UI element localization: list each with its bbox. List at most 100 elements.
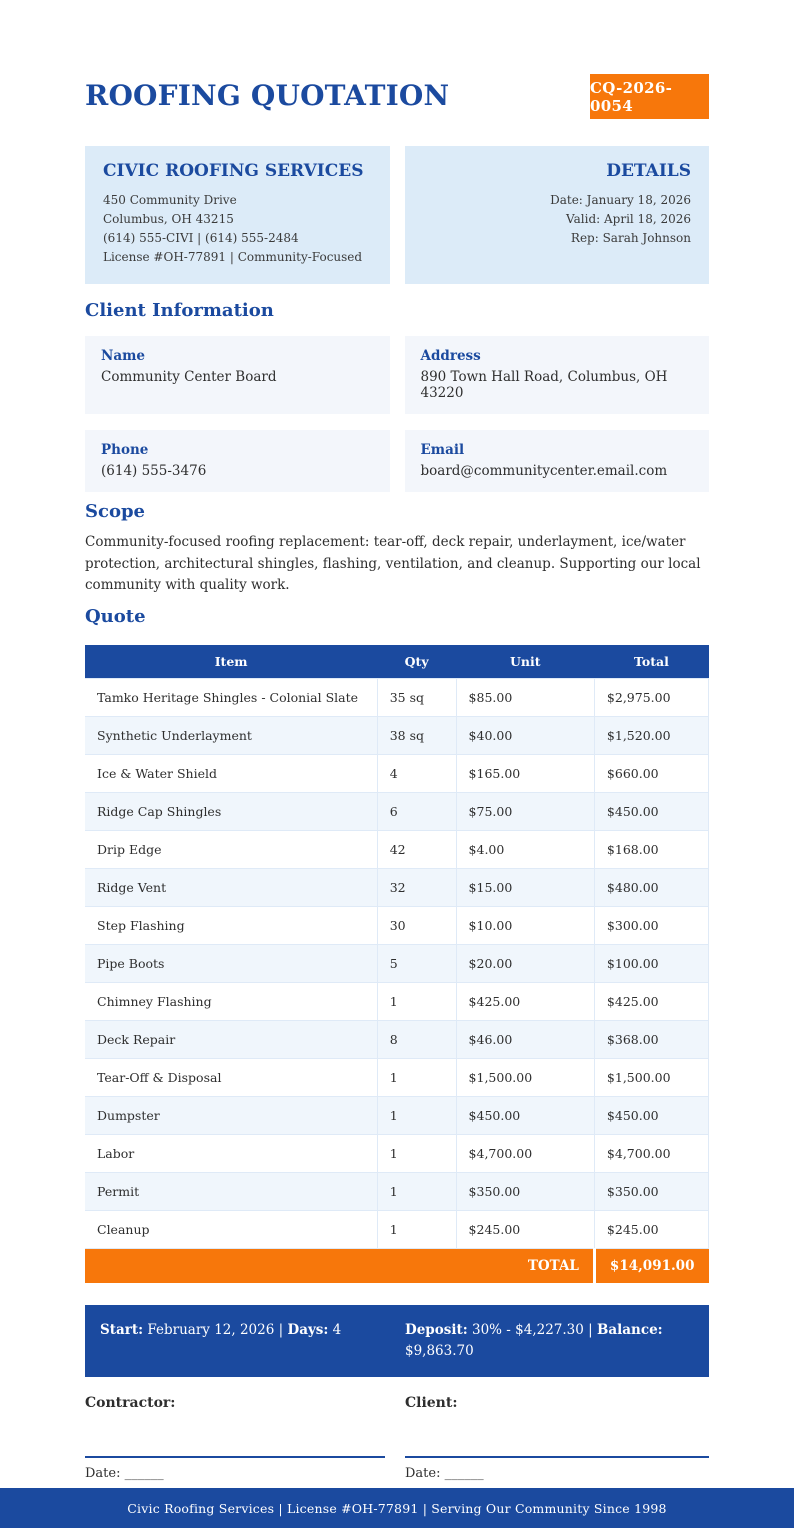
cell-qty: 1	[376, 1057, 457, 1097]
client-name-field: Name Community Center Board	[85, 336, 390, 414]
cell-qty: 1	[376, 1209, 457, 1249]
cell-item: Chimney Flashing	[85, 981, 378, 1021]
table-row: Dumpster 1 $450.00 $450.00	[85, 1095, 710, 1135]
cell-qty: 35 sq	[376, 677, 457, 717]
schedule-payment-bar: Start: February 12, 2026 | Days: 4 Depos…	[85, 1304, 709, 1377]
cell-total: $660.00	[593, 753, 710, 793]
client-address-field: Address 890 Town Hall Road, Columbus, OH…	[404, 336, 709, 414]
deposit-value: 30% - $4,227.30	[472, 1321, 584, 1338]
cell-total: $245.00	[593, 1209, 710, 1249]
cell-total: $368.00	[593, 1019, 710, 1059]
cell-unit: $245.00	[455, 1209, 595, 1249]
cell-total: $425.00	[593, 981, 710, 1021]
field-label: Email	[420, 442, 465, 458]
cell-total: $168.00	[593, 829, 710, 869]
company-license-line: License #OH-77891 | Community-Focused	[103, 250, 363, 264]
quote-table-body: Tamko Heritage Shingles - Colonial Slate…	[85, 677, 710, 1249]
details-valid-line: Valid: April 18, 2026	[566, 212, 691, 226]
cell-item: Ridge Cap Shingles	[85, 791, 378, 831]
roofing-quotation-document: { "colors": { "primary_blue": "#1b4a9f",…	[0, 74, 794, 1532]
scope-text: Community-focused roofing replacement: t…	[85, 534, 701, 593]
details-box: DETAILS Date: January 18, 2026 Valid: Ap…	[404, 146, 709, 284]
start-label: Start:	[100, 1321, 144, 1338]
schedule-deposit-balance: Deposit: 30% - $4,227.30 | Balance: $9,8…	[405, 1320, 693, 1362]
field-value: (614) 555-3476	[101, 463, 207, 479]
quote-table: Item Qty Unit Total Tamko Heritage Shing…	[85, 644, 710, 1283]
cell-qty: 4	[376, 753, 457, 793]
table-row: Step Flashing 30 $10.00 $300.00	[85, 905, 710, 945]
cell-unit: $15.00	[455, 867, 595, 907]
cell-item: Pipe Boots	[85, 943, 378, 983]
cell-qty: 1	[376, 1133, 457, 1173]
cell-unit: $4.00	[455, 829, 595, 869]
client-date-line: Date: ______	[405, 1465, 484, 1481]
quote-heading: Quote	[85, 605, 146, 627]
cell-item: Dumpster	[85, 1095, 378, 1135]
client-signature-line	[405, 1455, 709, 1458]
cell-qty: 1	[376, 981, 457, 1021]
days-label: Days:	[287, 1321, 329, 1338]
cell-unit: $4,700.00	[455, 1133, 595, 1173]
table-row: Permit 1 $350.00 $350.00	[85, 1171, 710, 1211]
table-row: Tamko Heritage Shingles - Colonial Slate…	[85, 677, 710, 717]
cell-item: Synthetic Underlayment	[85, 715, 378, 755]
details-rep-line: Rep: Sarah Johnson	[570, 231, 691, 245]
cell-unit: $10.00	[455, 905, 595, 945]
client-signature-block: Client: Date: ______	[405, 1395, 709, 1481]
quote-number-badge: CQ-2026-0054	[590, 74, 709, 119]
cell-unit: $46.00	[455, 1019, 595, 1059]
contractor-label: Contractor:	[85, 1394, 176, 1411]
cell-total: $4,700.00	[593, 1133, 710, 1173]
days-value: 4	[332, 1321, 342, 1338]
cell-total: $1,500.00	[593, 1057, 710, 1097]
company-details-row: CIVIC ROOFING SERVICES 450 Community Dri…	[85, 146, 709, 284]
contractor-date-line: Date: ______	[85, 1465, 164, 1481]
page-title: ROOFING QUOTATION	[85, 79, 450, 113]
total-value: $14,091.00	[592, 1248, 709, 1283]
cell-total: $450.00	[593, 1095, 710, 1135]
client-email-field: Email board@communitycenter.email.com	[404, 430, 709, 492]
cell-qty: 5	[376, 943, 457, 983]
separator: |	[278, 1321, 284, 1338]
client-info-grid: Name Community Center Board Address 890 …	[85, 336, 709, 492]
balance-label: Balance:	[597, 1321, 663, 1338]
total-label: TOTAL	[85, 1248, 595, 1283]
cell-unit: $450.00	[455, 1095, 595, 1135]
cell-qty: 8	[376, 1019, 457, 1059]
table-row: Cleanup 1 $245.00 $245.00	[85, 1209, 710, 1249]
quote-table-header: Item Qty Unit Total	[85, 644, 709, 678]
cell-unit: $40.00	[455, 715, 595, 755]
field-value: Community Center Board	[101, 369, 277, 385]
table-row: Synthetic Underlayment 38 sq $40.00 $1,520.…	[85, 715, 710, 755]
cell-qty: 42	[376, 829, 457, 869]
cell-item: Step Flashing	[85, 905, 378, 945]
signature-section: Contractor: Date: ______ Client: Date: _…	[85, 1395, 709, 1481]
cell-total: $2,975.00	[593, 677, 710, 717]
cell-item: Labor	[85, 1133, 378, 1173]
cell-qty: 1	[376, 1171, 457, 1211]
total-row: TOTAL $14,091.00	[85, 1248, 709, 1283]
company-address-line2: Columbus, OH 43215	[103, 212, 234, 226]
schedule-start-days: Start: February 12, 2026 | Days: 4	[100, 1320, 405, 1362]
cell-total: $1,520.00	[593, 715, 710, 755]
cell-item: Permit	[85, 1171, 378, 1211]
document-header: ROOFING QUOTATION CQ-2026-0054	[85, 74, 709, 119]
cell-qty: 1	[376, 1095, 457, 1135]
cell-item: Tamko Heritage Shingles - Colonial Slate	[85, 677, 378, 717]
cell-unit: $20.00	[455, 943, 595, 983]
deposit-label: Deposit:	[405, 1321, 468, 1338]
table-row: Ridge Cap Shingles 6 $75.00 $450.00	[85, 791, 710, 831]
table-row: Pipe Boots 5 $20.00 $100.00	[85, 943, 710, 983]
contractor-signature-line	[85, 1455, 385, 1458]
start-value: February 12, 2026	[147, 1321, 275, 1338]
contractor-signature-block: Contractor: Date: ______	[85, 1395, 385, 1481]
field-label: Phone	[101, 442, 149, 458]
cell-total: $100.00	[593, 943, 710, 983]
cell-unit: $350.00	[455, 1171, 595, 1211]
balance-value: $9,863.70	[405, 1342, 474, 1359]
field-value: 890 Town Hall Road, Columbus, OH 43220	[420, 369, 668, 401]
table-row: Drip Edge 42 $4.00 $168.00	[85, 829, 710, 869]
table-row: Labor 1 $4,700.00 $4,700.00	[85, 1133, 710, 1173]
company-phone-line: (614) 555-CIVI | (614) 555-2484	[103, 231, 299, 245]
table-row: Chimney Flashing 1 $425.00 $425.00	[85, 981, 710, 1021]
